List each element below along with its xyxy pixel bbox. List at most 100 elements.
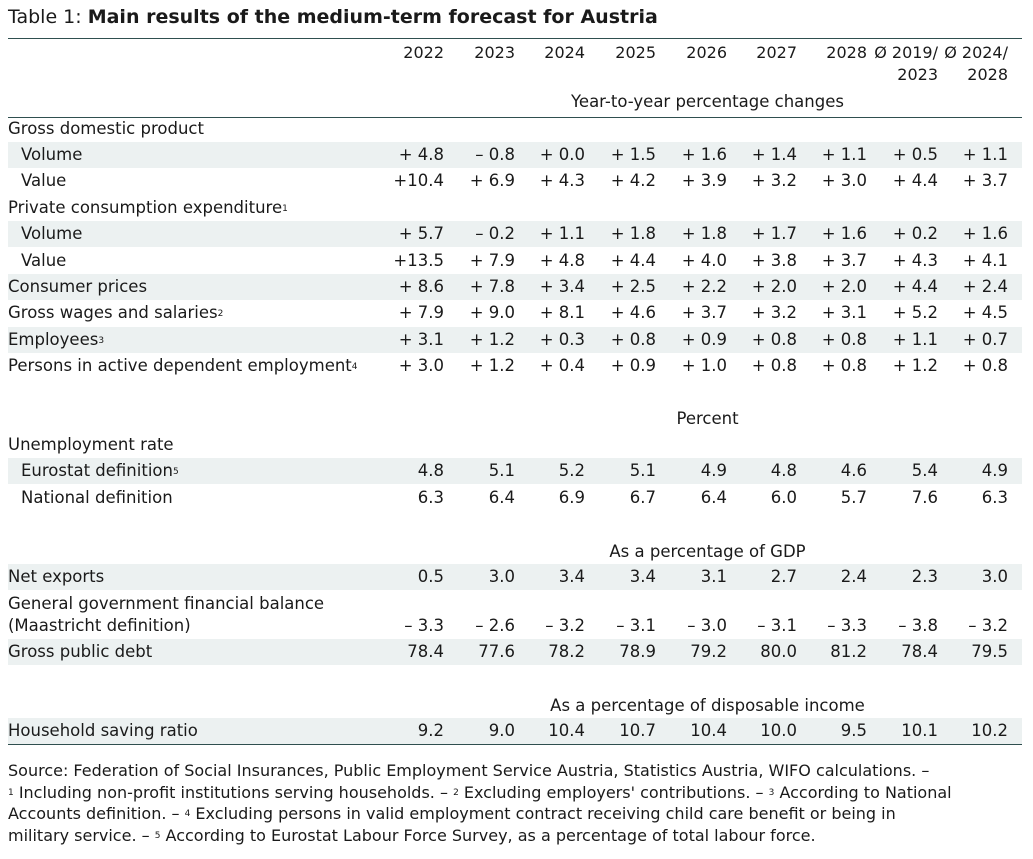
table-cell: + 8.1 (539, 303, 585, 322)
table-cell: 5.4 (911, 461, 938, 480)
table-cell: 3.0 (981, 567, 1008, 586)
row-label: General government financial balance (Maa… (8, 594, 325, 635)
table-cell: + 3.9 (681, 171, 727, 190)
table-cell: + 4.2 (610, 171, 656, 190)
row-label: Private consumption expenditure1 (8, 198, 288, 217)
table-cell: + 4.6 (610, 303, 656, 322)
row-label: National definition (21, 488, 173, 507)
table-cell: 79.2 (690, 642, 727, 661)
table-cell: + 1.6 (962, 224, 1008, 243)
table-cell: + 0.7 (962, 330, 1008, 349)
column-header: 2022 (403, 43, 444, 62)
top-rule (8, 38, 1022, 39)
table-cell: + 3.4 (539, 277, 585, 296)
table-cell: 9.0 (488, 721, 515, 740)
row-label: Value (21, 251, 67, 270)
row-label: Persons in active dependent employment4 (8, 356, 358, 375)
table-cell: + 1.6 (681, 145, 727, 164)
table-cell: 6.7 (629, 488, 656, 507)
row-label: Eurostat definition5 (21, 461, 179, 480)
table-cell: + 4.5 (962, 303, 1008, 322)
footnote-ref: 1 (282, 204, 288, 214)
table-cell: 2.7 (770, 567, 797, 586)
table-cell: 5.1 (488, 461, 515, 480)
row-label: Household saving ratio (8, 721, 198, 740)
row-label: Volume (21, 145, 83, 164)
table-cell: 3.4 (629, 567, 656, 586)
row-pce-heading: Private consumption expenditure1 (8, 195, 1022, 221)
row-label: Unemployment rate (8, 435, 174, 454)
table-cell: + 1.6 (821, 224, 867, 243)
header-rule (8, 117, 1022, 118)
table-cell: + 1.2 (469, 330, 515, 349)
table-cell: 10.1 (901, 721, 938, 740)
table-cell: + 1.2 (892, 356, 938, 375)
table-cell: + 0.8 (610, 330, 656, 349)
table-cell: + 3.8 (751, 251, 797, 270)
table-cell: – 2.6 (475, 616, 515, 635)
table-cell: + 4.8 (539, 251, 585, 270)
row-unemployment-national: National definition 6.3 6.4 6.9 6.7 6.4 6.0 5.… (8, 485, 1022, 511)
section-label-yoy: Year-to-year percentage changes (571, 92, 844, 111)
row-pce-value: Value +13.5 + 7.9 + 4.8 + 4.4 + 4.0 + 3.8 + 3.… (8, 248, 1022, 274)
column-header: 2026 (686, 43, 727, 62)
section-label-percent: Percent (676, 409, 739, 428)
column-header: 2027 (756, 43, 797, 62)
table-cell: + 2.4 (962, 277, 1008, 296)
row-gross-public-debt: Gross public debt 78.4 77.6 78.2 78.9 79.2 80… (8, 639, 1022, 665)
column-header: 2028 (826, 43, 867, 62)
table-cell: 10.4 (690, 721, 727, 740)
table-cell: 6.4 (700, 488, 727, 507)
footnote-source: Source: Federation of Social Insurances,… (8, 761, 930, 780)
table-cell: 7.6 (911, 488, 938, 507)
row-gdp-heading: Gross domestic product (8, 116, 1022, 142)
table-cell: + 3.1 (398, 330, 444, 349)
table-cell: 3.4 (558, 567, 585, 586)
table-cell: 81.2 (830, 642, 867, 661)
table-cell: + 1.7 (751, 224, 797, 243)
row-gdp-volume: Volume + 4.8 – 0.8 + 0.0 + 1.5 + 1.6 + 1.4 + 1… (8, 142, 1022, 168)
table-cell: + 0.2 (892, 224, 938, 243)
row-persons-dependent-employment: Persons in active dependent employment4 … (8, 353, 1022, 379)
table-cell: + 1.8 (681, 224, 727, 243)
table-cell: + 4.1 (962, 251, 1008, 270)
table-cell: 6.0 (770, 488, 797, 507)
table-cell: 78.9 (619, 642, 656, 661)
table-cell: 6.3 (417, 488, 444, 507)
table-cell: + 1.1 (821, 145, 867, 164)
table-cell: 9.5 (840, 721, 867, 740)
row-label: Value (21, 171, 67, 190)
row-unemployment-eurostat: Eurostat definition5 4.8 5.1 5.2 5.1 4.9 4.8 4… (8, 458, 1022, 484)
table-cell: 5.1 (629, 461, 656, 480)
table-cell: + 3.2 (751, 303, 797, 322)
table-cell: – 3.3 (404, 616, 444, 635)
column-header: 2023 (474, 43, 515, 62)
table-cell: 77.6 (478, 642, 515, 661)
row-household-saving-ratio: Household saving ratio 9.2 9.0 10.4 10.7 10.… (8, 718, 1022, 744)
row-employees: Employees3 + 3.1 + 1.2 + 0.3 + 0.8 + 0.9 + 0.… (8, 327, 1022, 353)
table-cell: + 3.0 (398, 356, 444, 375)
footnote-ref: 2 (217, 309, 224, 319)
table-cell: – 3.3 (827, 616, 867, 635)
table-cell: 10.0 (760, 721, 797, 740)
table-cell: + 5.7 (398, 224, 444, 243)
column-header-line2: 2023 (897, 65, 938, 84)
table-cell: 4.9 (700, 461, 727, 480)
table-cell: 4.8 (770, 461, 797, 480)
table-cell: + 3.2 (751, 171, 797, 190)
table-cell: + 1.2 (469, 356, 515, 375)
table-cell: + 0.8 (962, 356, 1008, 375)
row-label: Volume (21, 224, 83, 243)
table-cell: + 7.9 (469, 251, 515, 270)
footnote-ref: 4 (351, 362, 358, 372)
row-label: Gross wages and salaries2 (8, 303, 224, 322)
table-cell: +10.4 (393, 171, 444, 190)
footnote-line: 1 Including non-profit institutions serv… (8, 782, 952, 802)
table-cell: 9.2 (417, 721, 444, 740)
column-header: Ø 2019/ (874, 43, 938, 62)
table-title: Table 1: Main results of the medium-term… (8, 5, 658, 29)
table-cell: + 0.8 (821, 356, 867, 375)
footnote-ref: 5 (172, 467, 179, 477)
table-cell: 78.4 (901, 642, 938, 661)
